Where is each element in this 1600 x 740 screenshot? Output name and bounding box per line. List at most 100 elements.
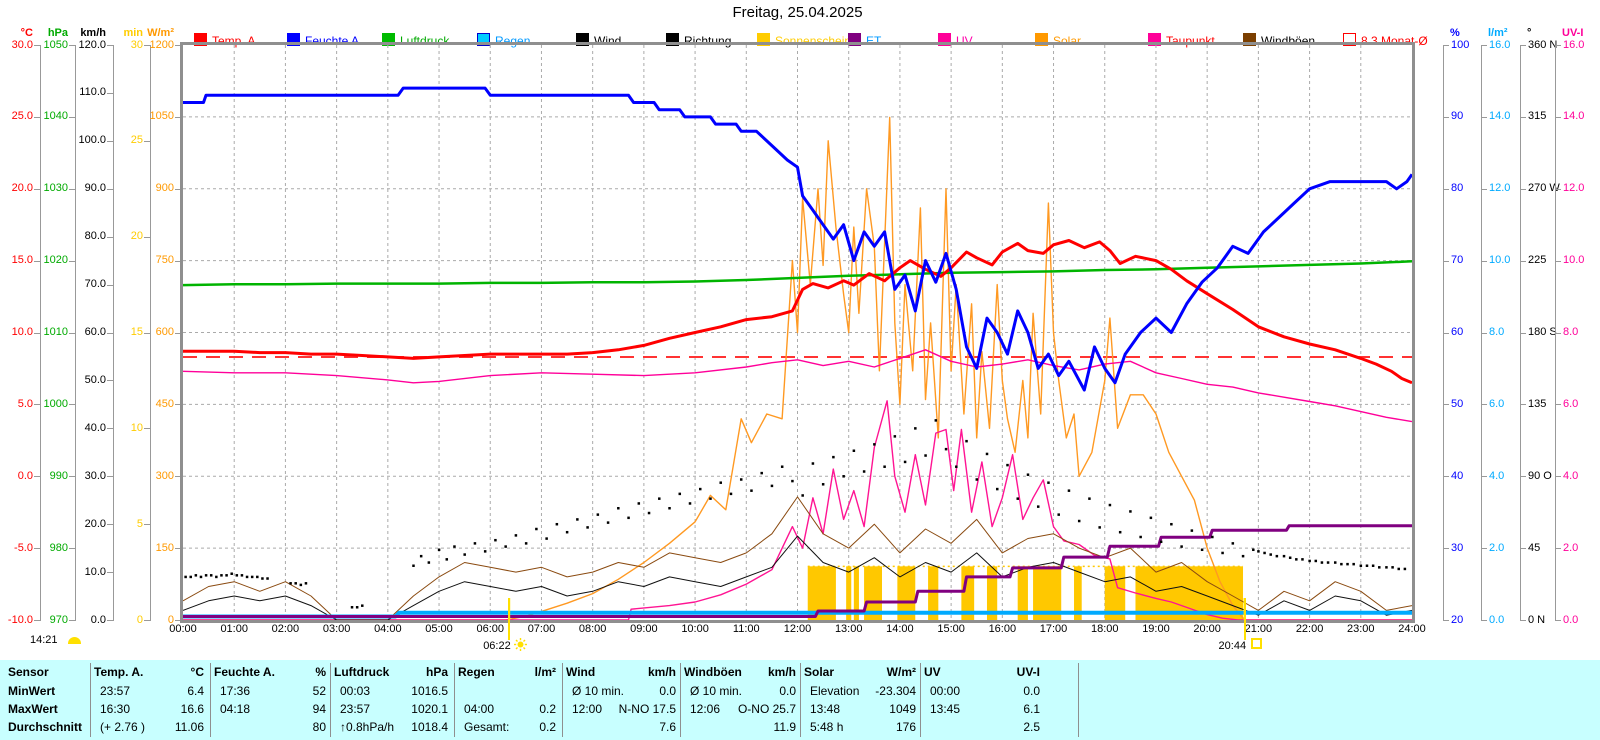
axis-tick-label: 970 [49,613,68,626]
axis-tick-label: 8.0 [1489,326,1505,338]
wind-direction-dot [699,487,702,491]
wind-direction-dot [225,574,228,577]
axis-tick [144,428,150,430]
wind-direction-dot [194,574,198,577]
table-cell-value: O-NO 25.7 [737,702,796,716]
axis-tick-label: 20 [1451,613,1464,626]
axis-tick [1481,45,1487,46]
col-name: Feuchte A. [214,665,275,679]
axis-tick-label: 25.0 [11,110,33,123]
wind-direction-dot [1359,564,1363,567]
table-row-label-sensor: Sensor [8,665,49,679]
col-unit: UV-I [1016,665,1040,679]
axis-tick-label: 4.0 [1563,469,1579,482]
wind-direction-dot [412,564,415,567]
axis-tick [175,620,181,621]
axis-tick-label: 80.0 [84,230,106,243]
wind-direction-dot [873,443,876,446]
table-cell-value: 1049 [889,702,916,716]
wind-direction-dot [688,502,692,505]
wind-direction-dot [445,558,449,561]
axis-tick [1443,548,1449,550]
axis-tick-label: 900 [155,182,174,195]
axis-tick [34,116,40,118]
wind-direction-dot [350,606,354,609]
table-cell-time: 12:06 [690,702,721,716]
axis-tick [175,188,181,190]
wind-direction-dot [1026,473,1030,476]
axis-tick-label: 6.0 [1489,397,1505,410]
axis-tick-label: 600 [155,326,174,338]
table-divider [454,663,455,737]
table-cell-value: 1020.1 [411,702,448,716]
col-name: Regen [458,665,495,679]
axis-tick-label: 990 [49,469,68,482]
wind-direction-dot [791,479,794,483]
wind-direction-dot [914,427,917,430]
time-label-17:00: 17:00 [1039,623,1068,635]
col-unit: % [315,665,326,679]
table-cell-value: 1018.4 [411,720,448,734]
sunshine-bar [853,566,859,620]
wind-direction-dot [504,545,507,548]
series-temp-a- [183,239,1412,385]
time-label-06:00: 06:00 [476,623,505,635]
sunshine-bar [864,566,882,620]
wind-direction-dot [209,574,213,577]
axis-tick [1481,620,1487,621]
table-divider [562,663,563,737]
sunshine-bar [1104,566,1126,620]
axis-tick-label: 10.0 [1489,254,1511,267]
wind-direction-dot [1047,481,1050,484]
axis-tick-label: 20.0 [11,182,33,195]
wind-direction-dot [934,419,938,422]
axis-tick [1520,45,1526,46]
wind-direction-dot [586,526,589,529]
axis-tick [107,428,113,430]
wind-direction-dot [1320,561,1324,564]
axis-tick-label: 90.0 [84,182,106,195]
axis-line-°C [40,45,41,621]
wind-direction-dot [996,487,999,491]
wind-direction-dot [801,494,804,497]
axis-line-km/h [113,45,114,621]
table-cell-time: 12:00 [572,702,603,716]
wind-direction-dot [230,572,233,575]
axis-tick [1555,620,1561,621]
table-divider [210,663,211,737]
series-luftdruck [183,260,1412,287]
axis-tick [34,188,40,190]
table-divider [800,663,801,737]
wind-direction-dot [1108,503,1112,507]
table-row-label-durchschnitt: Durchschnitt [8,720,83,734]
wind-direction-dot [1159,540,1163,544]
axis-tick-label: 70 [1451,254,1464,267]
axis-tick [1481,332,1487,334]
axis-tick-label: 90 O [1528,469,1552,482]
axis-tick-label: 5 [136,517,143,530]
wind-direction-dot [719,481,722,484]
wind-direction-dot [565,530,569,534]
axis-tick [1555,188,1561,190]
axis-tick-label: 225 [1528,254,1547,267]
axis-tick [175,476,181,478]
axis-tick-label: 20.0 [84,517,106,530]
axis-unit-°: ° [1527,27,1532,39]
wind-direction-dot [261,577,264,580]
wind-direction-dot [535,527,538,531]
wind-direction-dot [250,575,254,579]
time-label-00:00: 00:00 [169,623,197,635]
wind-direction-dot [596,513,600,516]
axis-tick [1555,476,1561,478]
table-cell-time: Ø 10 min. [572,684,625,698]
wind-direction-dot [1365,564,1369,567]
axis-tick [175,260,181,262]
axis-tick [1443,404,1449,406]
col-name: Luftdruck [334,665,390,679]
axis-tick-label: 0.0 [1563,613,1579,626]
axis-tick [1443,260,1449,262]
wind-direction-dot [1275,554,1279,558]
table-divider [1078,663,1079,737]
wind-direction-dot [1190,529,1194,532]
axis-tick-label: -5.0 [14,541,33,554]
